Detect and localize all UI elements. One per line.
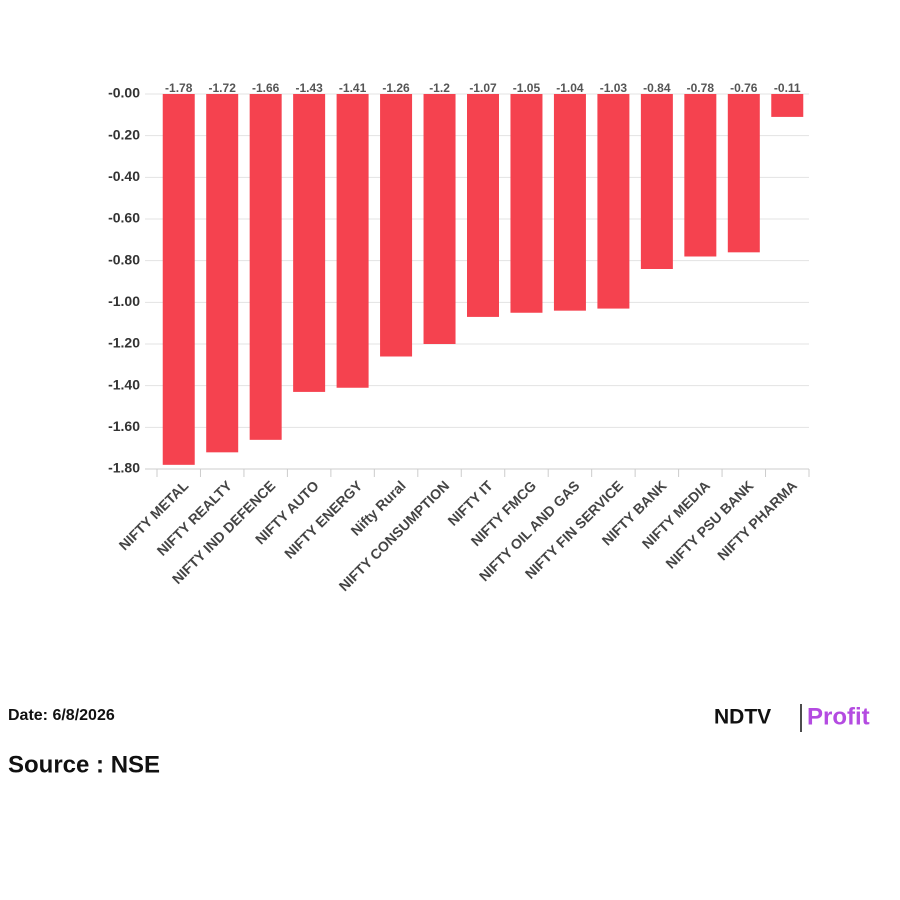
value-label: -1.2 <box>429 81 450 95</box>
x-tick-label: NIFTY ENERGY <box>281 477 366 562</box>
value-label: -1.04 <box>556 81 584 95</box>
value-label: -0.84 <box>643 81 671 95</box>
value-label: -1.05 <box>513 81 541 95</box>
value-label: -1.07 <box>469 81 497 95</box>
y-tick-label: -1.40 <box>108 376 140 392</box>
bar <box>771 94 804 117</box>
bar <box>597 94 630 309</box>
y-tick-label: -0.20 <box>108 126 140 142</box>
logo-brand: NDTV <box>714 706 771 729</box>
y-tick-label: -1.00 <box>108 293 140 309</box>
value-label: -0.11 <box>774 81 801 95</box>
bar <box>684 94 717 257</box>
source: Source : NSE <box>8 751 160 778</box>
bar <box>467 94 499 317</box>
bar <box>293 94 326 392</box>
y-tick-label: -1.80 <box>108 460 140 476</box>
bar <box>380 94 413 357</box>
value-label: -0.78 <box>687 81 715 95</box>
value-label: -1.41 <box>339 81 367 95</box>
date: Date: 6/8/2026 <box>8 707 115 724</box>
value-label: -1.72 <box>209 81 237 95</box>
logo-product: Profit <box>807 703 870 730</box>
x-tick-label: NIFTY PHARMA <box>714 477 800 563</box>
bar <box>336 94 369 388</box>
y-tick-label: -0.00 <box>108 85 140 101</box>
bar <box>423 94 456 344</box>
bar <box>640 94 673 269</box>
y-tick-label: -1.20 <box>108 335 140 351</box>
y-tick-label: -0.60 <box>108 210 140 226</box>
bar <box>206 94 239 453</box>
bar <box>553 94 586 311</box>
bar <box>162 94 195 465</box>
value-label: -1.03 <box>600 81 628 95</box>
bar <box>249 94 282 440</box>
value-label: -1.78 <box>165 81 193 95</box>
value-label: -1.43 <box>295 81 323 95</box>
value-label: -1.66 <box>252 81 280 95</box>
x-tick-label: NIFTY REALTY <box>154 477 236 559</box>
y-tick-label: -1.60 <box>108 418 140 434</box>
value-label: -1.26 <box>382 81 410 95</box>
value-label: -0.76 <box>730 81 758 95</box>
bar <box>727 94 760 253</box>
y-tick-label: -0.40 <box>108 168 140 184</box>
bar <box>510 94 543 313</box>
y-tick-label: -0.80 <box>108 251 140 267</box>
